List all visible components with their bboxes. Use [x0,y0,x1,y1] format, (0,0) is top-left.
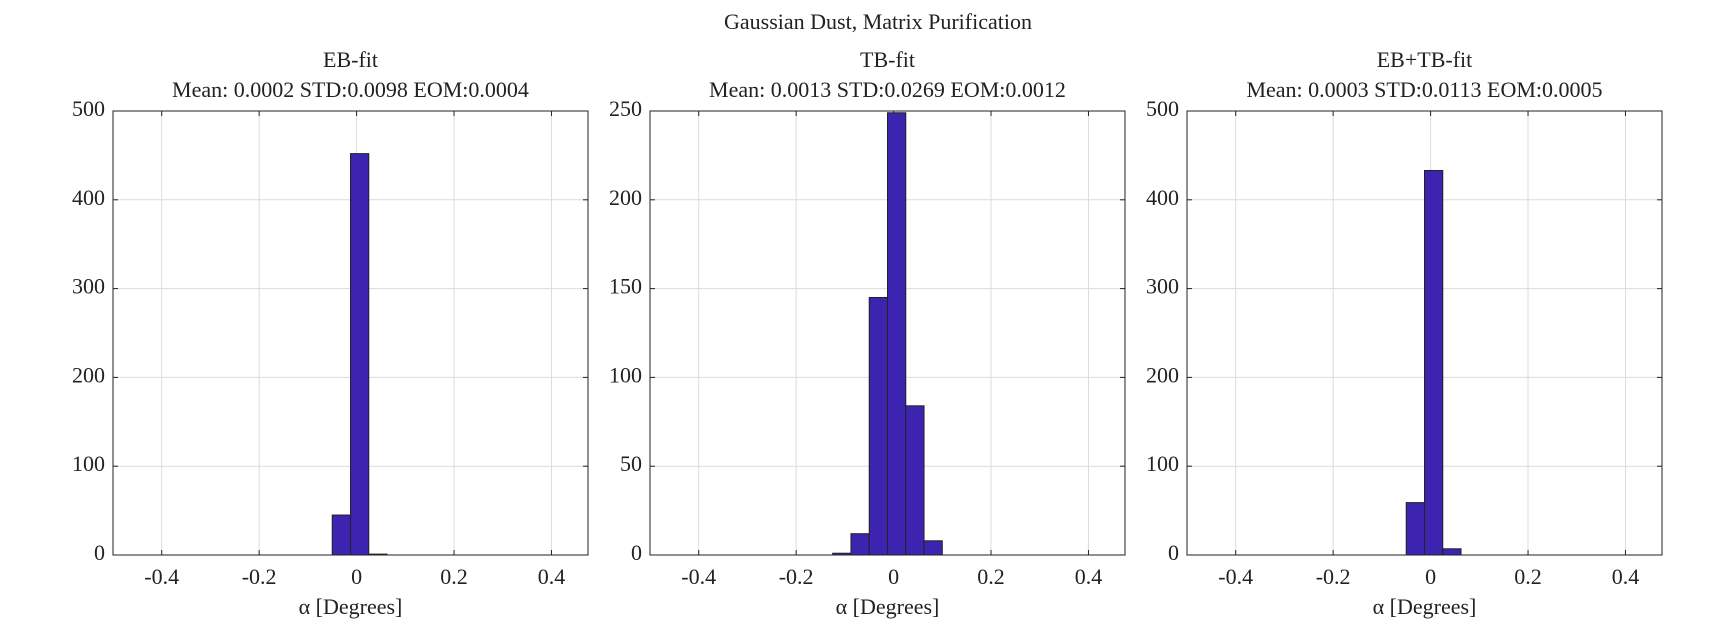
x-tick-label: 0.4 [1075,564,1103,589]
x-tick-label: 0.4 [538,564,566,589]
x-tick-label: 0.2 [440,564,468,589]
axes-box [1186,110,1663,556]
y-tick-label: 400 [72,185,105,210]
y-tick-label: 0 [631,540,642,565]
y-tick-label: 200 [72,362,105,387]
panel-title: EB-fit [323,47,378,72]
x-axis-label: α [Degrees] [1373,594,1477,619]
panel-subtitle: Mean: 0.0003 STD:0.0113 EOM:0.0005 [1246,77,1602,102]
bar [350,153,370,556]
y-tick-label: 250 [609,96,642,121]
y-tick-label: 300 [1146,274,1179,299]
y-tick-label: 200 [1146,362,1179,387]
bar [1424,169,1444,556]
y-tick-label: 200 [609,185,642,210]
x-tick-label: 0 [888,564,899,589]
x-tick-label: -0.2 [1316,564,1351,589]
x-tick-label: -0.2 [779,564,814,589]
y-tick-label: 100 [1146,451,1179,476]
x-tick-label: 0.2 [977,564,1005,589]
x-tick-label: -0.4 [1218,564,1253,589]
bar [331,514,352,556]
y-tick-label: 150 [609,274,642,299]
bar [1442,548,1462,556]
panel-subtitle: Mean: 0.0002 STD:0.0098 EOM:0.0004 [172,77,529,102]
x-tick-label: -0.4 [681,564,716,589]
x-axis-label: α [Degrees] [836,594,940,619]
y-tick-label: 100 [609,362,642,387]
y-tick-label: 500 [1146,96,1179,121]
axes-box [649,110,1126,556]
y-tick-label: 500 [72,96,105,121]
y-tick-label: 0 [94,540,105,565]
x-tick-label: 0 [1425,564,1436,589]
x-tick-label: 0.4 [1612,564,1640,589]
y-tick-label: 50 [620,451,642,476]
bar [905,405,925,556]
y-tick-label: 0 [1168,540,1179,565]
figure-title: Gaussian Dust, Matrix Purification [724,9,1032,34]
x-tick-label: 0.2 [1514,564,1542,589]
x-tick-label: -0.2 [242,564,277,589]
x-tick-label: -0.4 [144,564,179,589]
panel-subtitle: Mean: 0.0013 STD:0.0269 EOM:0.0012 [709,77,1066,102]
x-axis-label: α [Degrees] [299,594,403,619]
y-tick-label: 400 [1146,185,1179,210]
x-tick-label: 0 [351,564,362,589]
panel-title: TB-fit [860,47,915,72]
bar [923,540,943,556]
bar [1405,502,1425,556]
y-tick-label: 300 [72,274,105,299]
bar [850,533,870,556]
y-tick-label: 100 [72,451,105,476]
bar [887,112,907,556]
bar [868,296,889,556]
panel-title: EB+TB-fit [1377,47,1473,72]
axes-box [112,110,589,556]
